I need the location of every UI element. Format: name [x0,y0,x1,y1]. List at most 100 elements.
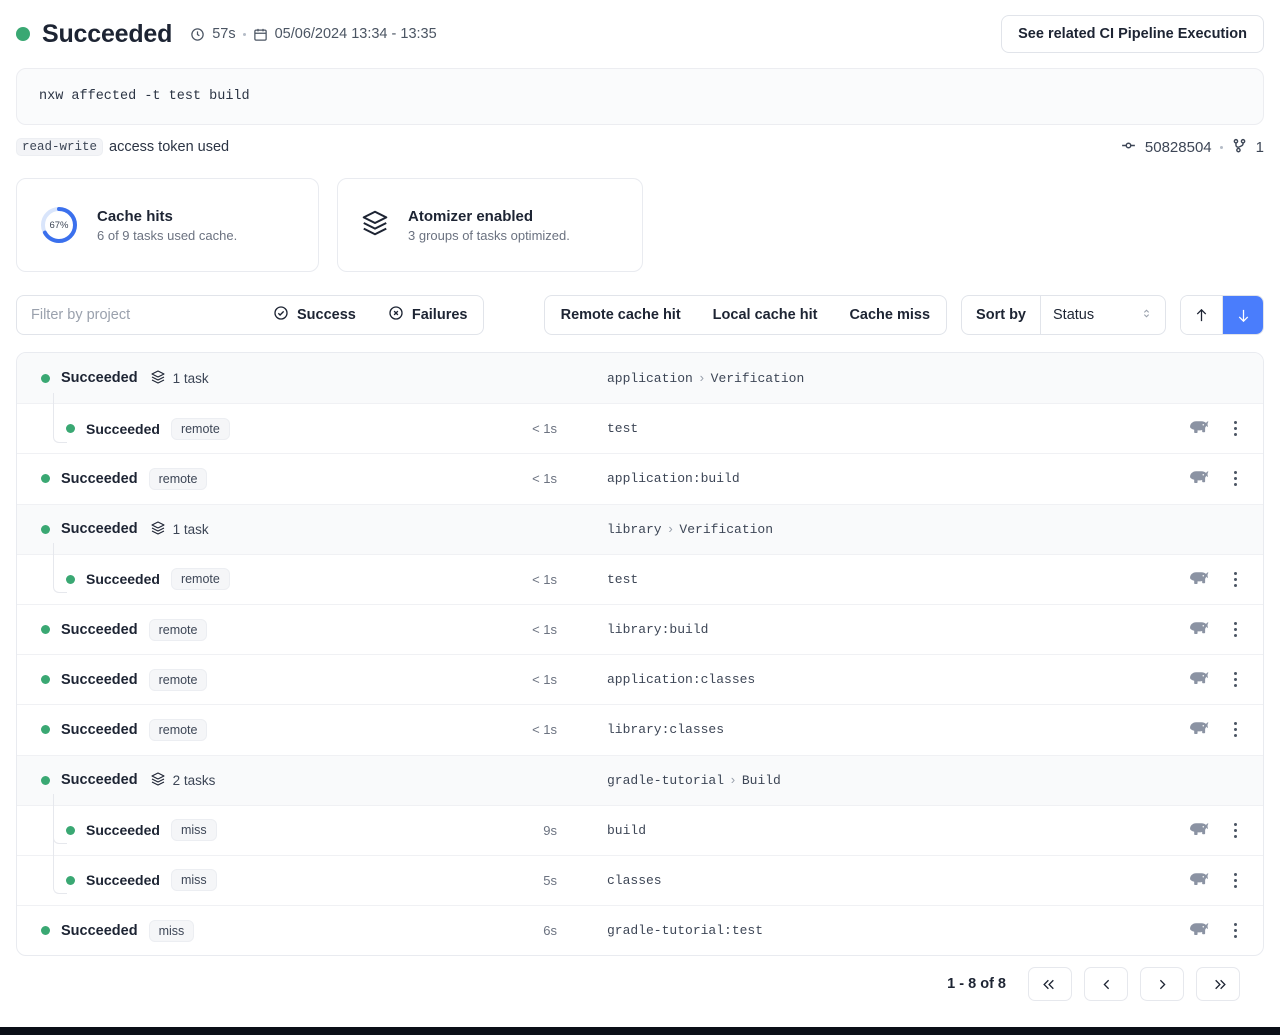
cache-hits-subtitle: 6 of 9 tasks used cache. [97,227,238,243]
last-page-button[interactable] [1196,967,1240,1002]
atomizer-title: Atomizer enabled [408,207,534,225]
date-range-label: 05/06/2024 13:34 - 13:35 [274,26,437,42]
gradle-elephant-icon[interactable] [1188,468,1210,489]
row-status-label: Succeeded [61,470,138,487]
row-duration-cell: < 1s [532,622,557,638]
sort-ascending-button[interactable] [1181,296,1222,334]
table-row[interactable]: Succeeded remote < 1s test [17,392,1263,453]
row-status-cell: Succeeded remote [17,543,447,594]
previous-page-button[interactable] [1084,967,1128,1002]
row-duration-cell: < 1s [532,571,557,587]
gradle-elephant-icon[interactable] [1188,619,1210,640]
task-group-row[interactable]: Succeeded 2 tasks gradle-tutorial › Build [17,754,1263,805]
row-duration-cell: 9s [543,822,557,838]
row-status-dot [66,574,75,584]
group-phase-name: Verification [679,521,774,537]
gradle-elephant-icon[interactable] [1188,820,1210,841]
kebab-menu-icon[interactable] [1232,620,1239,639]
failures-filter-button[interactable]: Failures [372,296,484,334]
table-row[interactable]: Succeeded remote < 1s application:classes [17,654,1263,704]
row-status-dot [41,474,50,484]
task-group-row[interactable]: Succeeded 1 task library › Verification [17,503,1263,554]
group-task-count-label: 1 task [172,370,209,386]
success-filter-button[interactable]: Success [257,296,372,334]
chevron-updown-icon [1140,306,1153,325]
row-status-dot [41,625,50,635]
table-row[interactable]: Succeeded remote < 1s library:classes [17,704,1263,754]
row-name-cell: test [567,572,1153,587]
table-row[interactable]: Succeeded miss 9s build [17,794,1263,855]
sort-by-label: Sort by [976,307,1026,323]
table-row[interactable]: Succeeded miss 6s gradle-tutorial:test [17,905,1263,955]
filter-by-project-input[interactable] [17,296,257,334]
kebab-menu-icon[interactable] [1232,570,1239,589]
tree-connector [53,392,67,443]
gradle-elephant-icon[interactable] [1188,418,1210,439]
row-status-label: Succeeded [86,872,160,889]
gradle-elephant-icon[interactable] [1188,569,1210,590]
cache-miss-button[interactable]: Cache miss [833,296,946,334]
kebab-menu-icon[interactable] [1232,871,1239,890]
row-duration-cell: 6s [543,923,557,939]
table-row[interactable]: Succeeded remote < 1s test [17,543,1263,604]
failures-filter-label: Failures [411,307,468,323]
row-status-cell: Succeeded 1 task [17,520,447,539]
layers-icon [150,520,166,539]
kebab-menu-icon[interactable] [1232,670,1239,689]
gradle-elephant-icon[interactable] [1188,669,1210,690]
sort-descending-button[interactable] [1222,296,1263,334]
row-actions-cell [1153,870,1263,891]
local-cache-hit-button[interactable]: Local cache hit [697,296,834,334]
task-group-row[interactable]: Succeeded 1 task application › Verification [17,353,1263,404]
sort-by-select[interactable]: Status [1040,296,1165,334]
gradle-elephant-icon[interactable] [1188,870,1210,891]
row-duration-cell: < 1s [532,471,557,487]
breadcrumb-separator-icon: › [666,521,675,537]
row-status-cell: Succeeded remote [17,467,447,490]
kebab-menu-icon[interactable] [1232,821,1239,840]
row-status-dot [66,825,75,835]
sort-direction-group [1180,295,1264,335]
row-name-cell: gradle-tutorial:test [567,923,1153,938]
table-row[interactable]: Succeeded miss 5s classes [17,794,1263,905]
pagination: 1 - 8 of 8 [12,956,1268,1012]
next-page-button[interactable] [1140,967,1184,1002]
row-name-cell: gradle-tutorial › Build [567,773,1153,788]
kebab-menu-icon[interactable] [1232,469,1239,488]
header-meta: 57s 05/06/2024 13:34 - 13:35 [190,26,437,42]
kebab-menu-icon[interactable] [1232,419,1239,438]
atomizer-subtitle: 3 groups of tasks optimized. [408,227,570,243]
kebab-menu-icon[interactable] [1232,720,1239,739]
meta-separator [242,32,246,36]
check-circle-icon [273,305,289,325]
see-related-ci-pipeline-execution-button[interactable]: See related CI Pipeline Execution [1001,15,1264,53]
tree-connector [53,543,67,594]
cache-status-chip: miss [170,869,217,892]
task-name: test [607,571,639,587]
row-status-dot [41,524,50,534]
success-filter-label: Success [297,307,356,323]
gradle-elephant-icon[interactable] [1188,719,1210,740]
row-status-dot [41,675,50,685]
task-name: build [607,822,647,838]
row-actions-cell [1153,569,1263,590]
gradle-elephant-icon[interactable] [1188,920,1210,941]
remote-cache-hit-button[interactable]: Remote cache hit [545,296,697,334]
vcs-separator [1219,145,1223,149]
table-row[interactable]: Succeeded remote < 1s application:build [17,453,1263,503]
row-status-dot [66,875,75,885]
layers-icon [360,208,390,243]
cache-hit-percent: 67% [49,219,69,231]
kebab-menu-icon[interactable] [1232,921,1239,940]
project-filter-group: Success Failures [16,295,485,335]
table-row[interactable]: Succeeded remote < 1s library:build [17,603,1263,654]
bottom-bar [0,1027,1280,1035]
row-duration-cell: < 1s [532,421,557,437]
cache-status-chip: remote [170,417,230,440]
first-page-button[interactable] [1028,967,1072,1002]
layers-icon [150,771,166,790]
row-name-cell: library › Verification [567,522,1153,537]
token-line: read-write access token used 50828504 1 [12,128,1268,166]
row-name-cell: application › Verification [567,371,1153,386]
